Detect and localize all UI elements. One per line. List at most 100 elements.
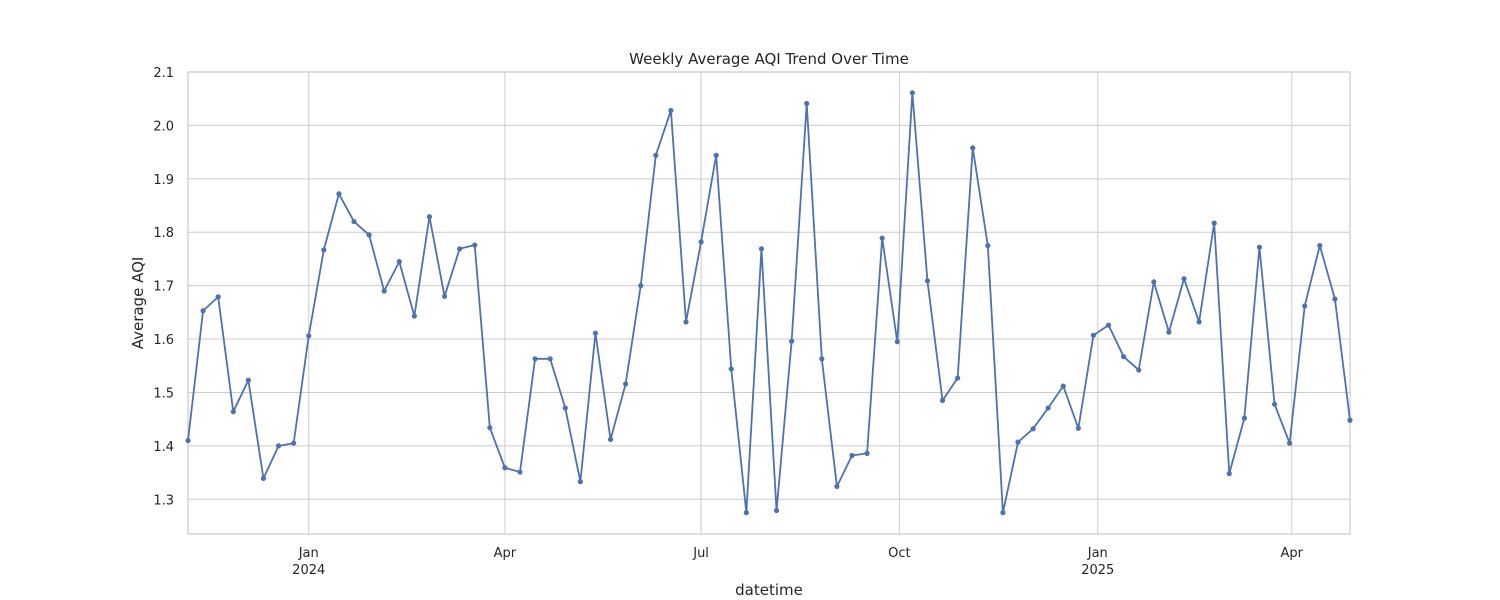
data-point xyxy=(728,366,734,372)
data-point xyxy=(924,278,931,284)
data-point xyxy=(1060,383,1066,389)
plot-frame xyxy=(187,71,1351,535)
data-point xyxy=(758,246,765,252)
data-point xyxy=(1015,439,1021,445)
data-point xyxy=(1075,425,1081,431)
series-line xyxy=(187,91,1351,514)
data-point xyxy=(351,218,357,225)
data-point xyxy=(879,235,885,241)
data-point xyxy=(1181,276,1187,282)
data-point xyxy=(472,242,478,248)
data-point xyxy=(1241,415,1247,421)
data-point xyxy=(366,232,372,238)
data-point xyxy=(1196,319,1202,325)
data-point xyxy=(547,356,553,362)
data-point xyxy=(306,333,312,339)
data-point xyxy=(592,330,599,336)
data-point xyxy=(291,440,297,446)
data-point xyxy=(457,246,463,252)
y-tick-label: 1.5 xyxy=(153,386,174,401)
data-points xyxy=(185,90,1353,516)
data-point xyxy=(1317,242,1323,249)
data-point xyxy=(638,283,644,289)
y-tick-label: 1.6 xyxy=(153,333,174,348)
data-point xyxy=(1302,303,1308,309)
data-point xyxy=(1211,220,1217,226)
data-point xyxy=(532,356,538,362)
x-tick-label: Apr xyxy=(1281,546,1304,561)
x-tick-label: Apr xyxy=(494,546,517,561)
x-tick-label: Jan xyxy=(1087,546,1108,561)
data-point xyxy=(698,239,704,245)
data-point xyxy=(1151,279,1157,285)
data-point xyxy=(1287,440,1293,446)
data-point xyxy=(562,405,568,411)
x-tick-year-label: 2024 xyxy=(292,563,325,578)
data-point xyxy=(336,191,342,197)
data-point xyxy=(185,437,191,444)
data-point xyxy=(502,465,508,471)
data-point xyxy=(970,145,976,151)
data-point xyxy=(321,247,327,253)
data-point xyxy=(381,288,387,294)
data-point xyxy=(653,152,659,158)
data-point xyxy=(909,90,915,96)
y-tick-label: 1.7 xyxy=(153,280,174,295)
y-axis-label: Average AQI xyxy=(129,257,147,350)
data-point xyxy=(834,483,840,490)
data-point xyxy=(260,475,267,482)
data-point xyxy=(200,308,206,314)
grid xyxy=(188,71,1350,534)
y-tick-label: 2.0 xyxy=(153,119,174,134)
y-tick-labels: 1.3 1.4 1.5 1.6 1.7 1.8 1.9 2.0 2.1 xyxy=(153,66,174,508)
data-point xyxy=(1090,332,1097,338)
data-point xyxy=(426,214,433,220)
data-point xyxy=(1332,296,1338,302)
data-point xyxy=(864,450,870,456)
x-tick-labels: Jan 2024 Apr Jul Oct Jan 2025 Apr xyxy=(292,546,1304,578)
data-point xyxy=(1226,471,1232,477)
data-point xyxy=(1000,510,1006,516)
data-point xyxy=(939,397,946,404)
data-point xyxy=(1121,354,1127,360)
data-point xyxy=(1105,322,1112,328)
y-tick-label: 1.4 xyxy=(153,440,174,455)
data-point xyxy=(985,242,991,249)
data-point xyxy=(1271,401,1278,407)
data-point xyxy=(773,507,780,514)
x-tick-year-label: 2025 xyxy=(1081,563,1114,578)
data-point xyxy=(1136,367,1142,373)
data-point xyxy=(396,259,402,265)
chart-title: Weekly Average AQI Trend Over Time xyxy=(629,50,909,68)
y-tick-label: 1.8 xyxy=(153,226,174,241)
data-point xyxy=(789,338,795,344)
data-point xyxy=(275,443,282,449)
x-tick-label: Oct xyxy=(888,546,910,561)
data-point xyxy=(441,293,448,299)
data-point xyxy=(894,339,900,345)
data-point xyxy=(1030,426,1036,432)
data-point xyxy=(230,409,236,415)
data-point xyxy=(245,377,251,383)
data-point xyxy=(955,375,961,381)
data-point xyxy=(683,319,689,325)
x-tick-label: Jul xyxy=(692,546,709,561)
data-point xyxy=(487,425,493,431)
data-point xyxy=(819,356,825,362)
data-point xyxy=(668,107,674,114)
data-point xyxy=(411,313,417,319)
x-tick-label: Jan xyxy=(298,546,319,561)
data-point xyxy=(623,381,629,387)
data-point xyxy=(713,152,719,158)
data-point xyxy=(743,510,749,516)
y-tick-label: 2.1 xyxy=(153,66,174,81)
y-tick-label: 1.9 xyxy=(153,173,174,188)
data-point xyxy=(577,479,583,485)
data-point xyxy=(1166,329,1172,335)
data-point xyxy=(517,469,523,475)
data-point xyxy=(215,294,221,300)
data-point xyxy=(1045,405,1051,411)
data-point xyxy=(804,100,810,107)
data-point xyxy=(1256,244,1263,250)
